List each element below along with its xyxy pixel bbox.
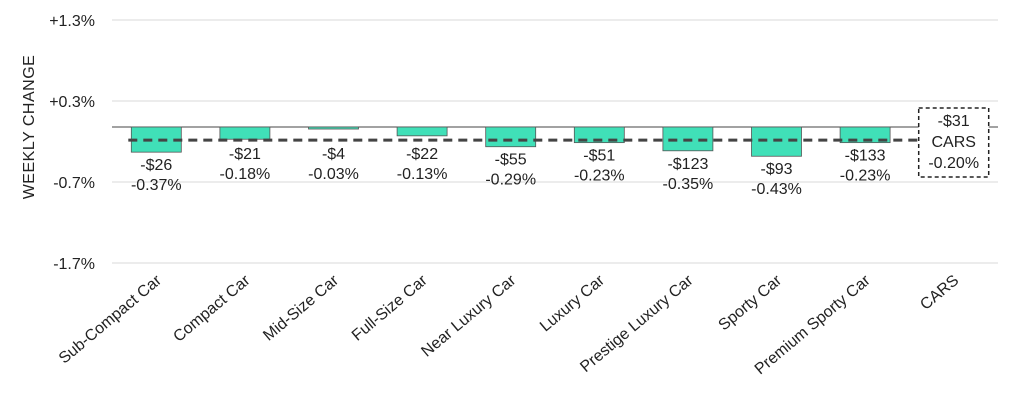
data-label-dollar: -$4 <box>322 146 345 163</box>
data-label-percent: -0.37% <box>131 177 182 194</box>
bar <box>130 126 182 153</box>
data-label-dollar: -$21 <box>229 146 261 163</box>
bar <box>751 126 802 157</box>
x-category-label: Compact Car <box>170 272 254 346</box>
bar <box>219 126 271 140</box>
x-category-label: Sub-Compact Car <box>56 272 166 368</box>
y-tick-label: +0.3% <box>49 94 95 111</box>
bar <box>396 126 448 137</box>
data-label-dollar: -$55 <box>495 152 527 169</box>
data-label-percent: -0.23% <box>574 168 625 185</box>
x-category-label: Luxury Car <box>537 272 608 336</box>
x-category-label: Near Luxury Car <box>418 272 519 361</box>
bar <box>485 126 537 148</box>
x-category-label: Full-Size Car <box>349 272 431 345</box>
x-category-label: Sporty Car <box>716 272 786 335</box>
total-callout-box <box>917 107 990 178</box>
data-label-percent: -0.23% <box>840 168 891 185</box>
total-percent-label: -0.20% <box>928 155 979 172</box>
total-dollar-label: -$31 <box>938 113 970 130</box>
data-label-dollar: -$22 <box>406 146 438 163</box>
data-label-dollar: -$123 <box>667 156 708 173</box>
y-axis-title: WEEKLY CHANGE <box>21 55 38 200</box>
x-category-label: CARS <box>917 272 962 314</box>
data-label-dollar: -$26 <box>140 157 172 174</box>
data-label-dollar: -$133 <box>845 148 886 165</box>
y-tick-label: -0.7% <box>53 175 95 192</box>
data-label-percent: -0.35% <box>663 176 714 193</box>
total-name-label: CARS <box>931 134 975 151</box>
data-label-dollar: -$51 <box>583 148 615 165</box>
data-label-percent: -0.18% <box>220 166 271 183</box>
y-tick-label: +1.3% <box>49 13 95 30</box>
y-tick-label: -1.7% <box>53 256 95 273</box>
bar <box>308 126 359 130</box>
data-label-percent: -0.29% <box>485 172 536 189</box>
data-label-percent: -0.13% <box>397 166 448 183</box>
data-label-percent: -0.03% <box>308 166 359 183</box>
x-category-label: Mid-Size Car <box>260 272 342 345</box>
data-label-percent: -0.43% <box>751 181 802 198</box>
data-label-dollar: -$93 <box>760 161 792 178</box>
